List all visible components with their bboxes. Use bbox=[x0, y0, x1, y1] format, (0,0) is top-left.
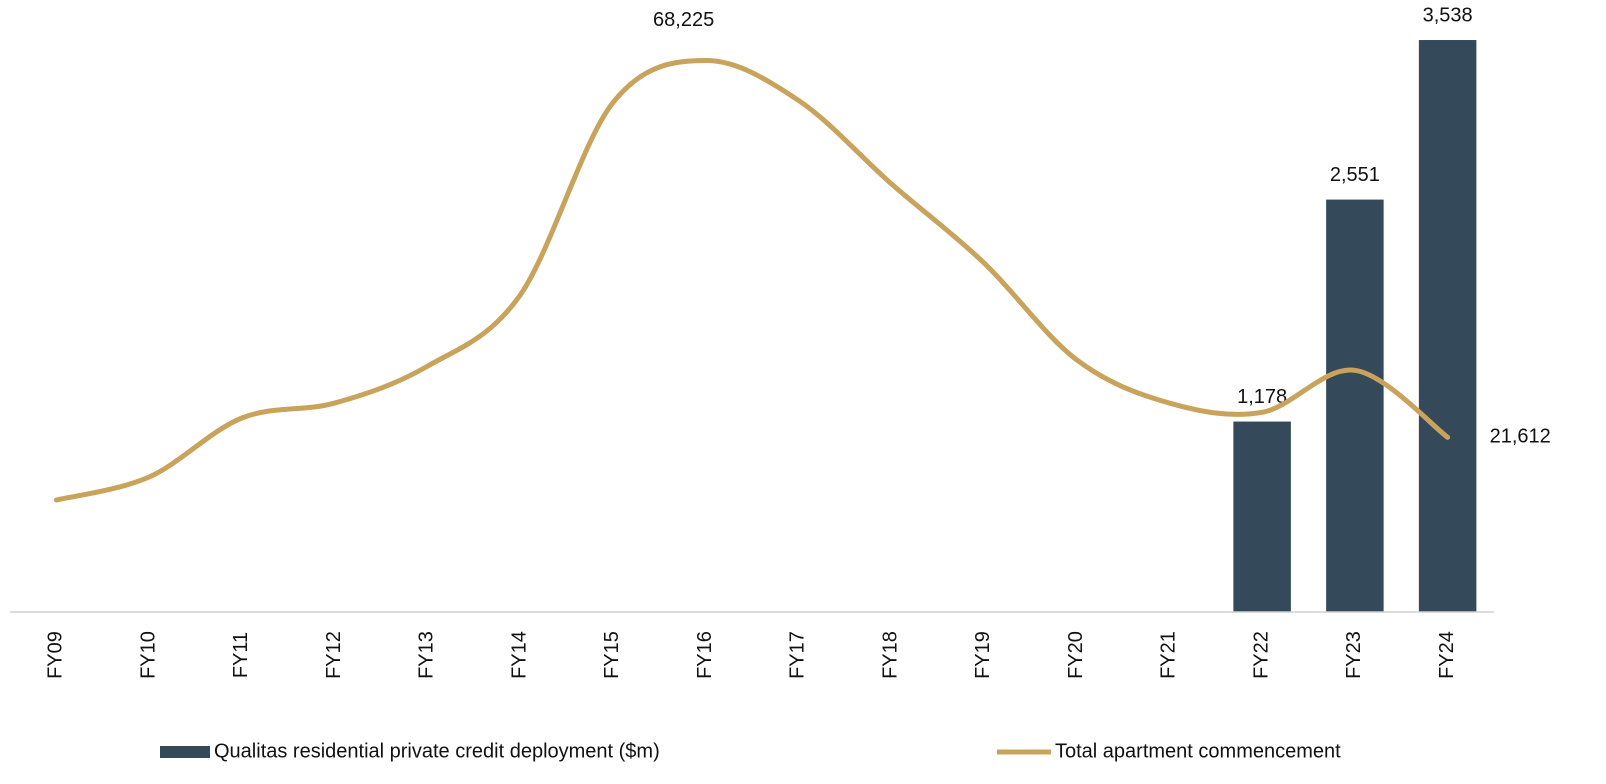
x-tick-label: FY19 bbox=[972, 631, 994, 679]
x-tick-label: FY16 bbox=[694, 631, 716, 679]
x-tick-label: FY11 bbox=[230, 632, 252, 678]
bar-value-label: 1,178 bbox=[1237, 386, 1287, 408]
legend-label: Total apartment commencement bbox=[1055, 740, 1341, 762]
x-tick-label: FY21 bbox=[1158, 631, 1180, 679]
line-value-label: 21,612 bbox=[1490, 426, 1551, 448]
x-tick-label: FY23 bbox=[1343, 631, 1365, 679]
x-tick-label: FY22 bbox=[1250, 631, 1272, 679]
x-tick-label: FY09 bbox=[45, 631, 67, 679]
x-tick-label: FY12 bbox=[323, 631, 345, 679]
x-tick-label: FY17 bbox=[787, 631, 809, 679]
x-tick-label: FY20 bbox=[1065, 631, 1087, 679]
legend-label: Qualitas residential private credit depl… bbox=[214, 740, 660, 762]
x-tick-label: FY14 bbox=[508, 631, 530, 679]
x-tick-label: FY13 bbox=[416, 631, 438, 679]
bar-value-label: 2,551 bbox=[1330, 164, 1380, 186]
bar bbox=[1233, 421, 1291, 612]
bar bbox=[1326, 199, 1384, 613]
x-tick-label: FY15 bbox=[601, 631, 623, 679]
bar bbox=[1418, 40, 1477, 613]
legend-swatch bbox=[160, 746, 210, 758]
bar-value-label: 3,538 bbox=[1423, 4, 1473, 26]
x-tick-label: FY18 bbox=[879, 631, 901, 679]
x-tick-label: FY10 bbox=[137, 631, 159, 679]
line-value-label: 68,225 bbox=[653, 9, 714, 31]
line bbox=[53, 58, 1451, 503]
x-tick-label: FY24 bbox=[1436, 631, 1458, 679]
